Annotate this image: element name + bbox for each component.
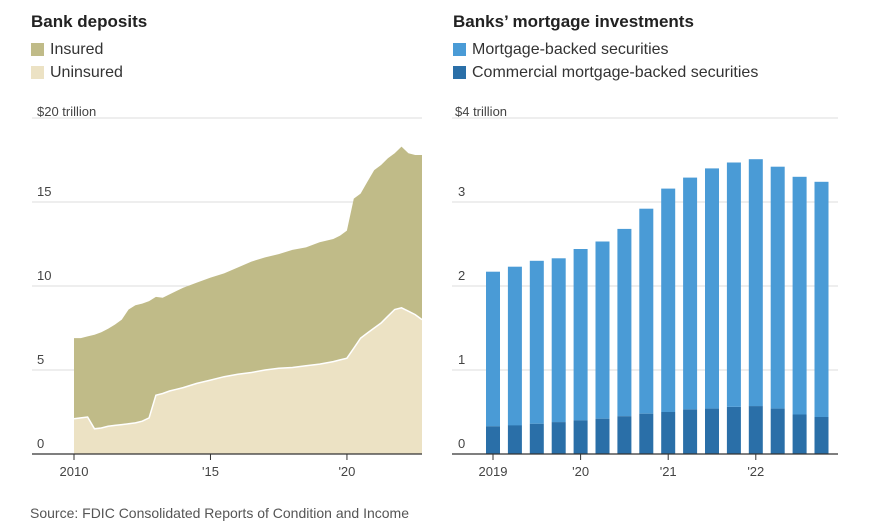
bar-mbs: [573, 249, 588, 421]
legend-swatch-uninsured: [31, 66, 44, 79]
bar-mbs: [529, 260, 544, 424]
right-x-tick-label: 2019: [479, 464, 508, 479]
bar-cmbs: [639, 413, 654, 454]
bar-mbs: [661, 188, 676, 412]
right-x-tick-label: '20: [572, 464, 589, 479]
legend-label-cmbs: Commercial mortgage-backed securities: [472, 63, 759, 81]
legend-item-uninsured: Uninsured: [31, 61, 123, 84]
area-boundary-line: [73, 307, 423, 430]
bar-mbs: [639, 208, 654, 414]
right-y-tick-label: 2: [458, 268, 465, 283]
legend-label-mbs: Mortgage-backed securities: [472, 40, 669, 58]
bar-mbs: [551, 258, 566, 423]
bar-mbs: [705, 168, 719, 409]
right-unit-label: $4 trillion: [455, 104, 507, 119]
left-unit-label: $20 trillion: [37, 104, 96, 119]
bar-mbs: [683, 177, 698, 410]
bar-cmbs: [551, 422, 566, 454]
bar-mbs: [770, 166, 785, 409]
bar-cmbs: [792, 414, 807, 454]
bar-cmbs: [486, 426, 500, 454]
bar-mbs: [595, 241, 610, 419]
right-chart-title: Banks’ mortgage investments: [453, 12, 694, 31]
right-x-tick-label: '21: [660, 464, 677, 479]
left-y-tick-label: 10: [37, 268, 51, 283]
right-x-tick-label: '22: [747, 464, 764, 479]
legend-item-mbs: Mortgage-backed securities: [453, 38, 758, 61]
legend-swatch-mbs: [453, 43, 466, 56]
area-uninsured: [74, 307, 422, 454]
bar-mbs: [792, 176, 807, 415]
bar-cmbs: [770, 408, 785, 454]
left-y-tick-label: 5: [37, 352, 44, 367]
bar-cmbs: [595, 418, 610, 454]
left-x-tick-label: '20: [338, 464, 355, 479]
legend-swatch-insured: [31, 43, 44, 56]
right-y-tick-label: 3: [458, 184, 465, 199]
bar-cmbs: [573, 420, 588, 454]
left-chart-legend: Insured Uninsured: [31, 38, 123, 84]
bar-cmbs: [683, 409, 698, 454]
bar-mbs: [486, 271, 500, 427]
left-x-tick-label: 2010: [60, 464, 89, 479]
legend-item-insured: Insured: [31, 38, 123, 61]
right-y-tick-label: 0: [458, 436, 465, 451]
legend-label-insured: Insured: [50, 40, 104, 58]
legend-swatch-cmbs: [453, 66, 466, 79]
legend-label-uninsured: Uninsured: [50, 63, 123, 81]
area-insured: [74, 146, 422, 429]
right-y-tick-label: 1: [458, 352, 465, 367]
source-note: Source: FDIC Consolidated Reports of Con…: [30, 505, 409, 521]
bar-cmbs: [726, 407, 741, 454]
right-chart-legend: Mortgage-backed securities Commercial mo…: [453, 38, 758, 84]
bar-cmbs: [705, 408, 719, 454]
bar-mbs: [507, 266, 522, 426]
left-y-tick-label: 0: [37, 436, 44, 451]
bar-cmbs: [814, 417, 829, 454]
bar-mbs: [748, 159, 763, 407]
legend-item-cmbs: Commercial mortgage-backed securities: [453, 61, 758, 84]
bar-mbs: [726, 162, 741, 407]
bar-cmbs: [529, 423, 544, 454]
bar-cmbs: [748, 406, 763, 454]
left-chart-title: Bank deposits: [31, 12, 148, 31]
bar-cmbs: [617, 416, 632, 454]
bar-cmbs: [507, 425, 522, 454]
left-x-tick-label: '15: [202, 464, 219, 479]
bar-mbs: [617, 228, 632, 417]
bar-mbs: [814, 181, 829, 417]
left-y-tick-label: 15: [37, 184, 51, 199]
bar-cmbs: [661, 412, 676, 454]
